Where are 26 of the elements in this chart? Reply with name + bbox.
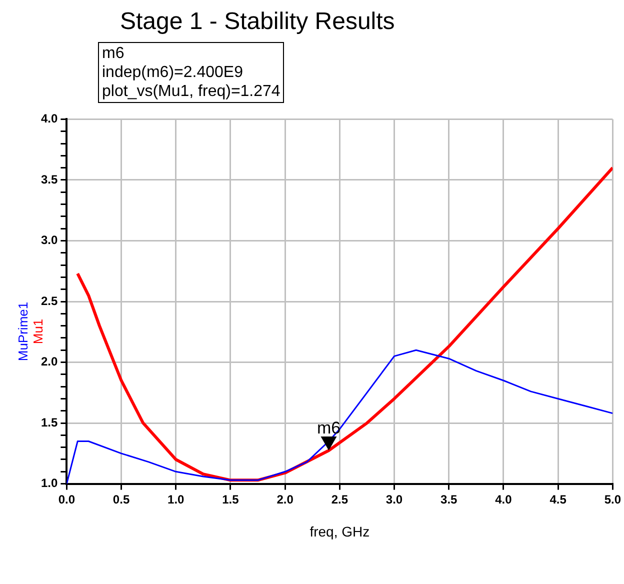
x-tick-label: 3.0 [386, 492, 403, 506]
y-tick-label: 4.0 [40, 112, 58, 126]
x-tick-label: 1.0 [168, 492, 185, 506]
x-tick-label: 4.0 [495, 492, 512, 506]
x-axis-title: freq, GHz [310, 523, 370, 540]
text: plot_vs(Mu1, freq)=1.274 [102, 82, 280, 101]
y-tick-label: 2.5 [40, 294, 58, 308]
y-tick-label: 1.0 [40, 476, 58, 490]
y-tick-label: 2.0 [40, 354, 58, 369]
x-tick-label: 0.0 [58, 492, 76, 506]
x-tick-label: 0.5 [112, 492, 130, 506]
y-tick-label: 3.0 [40, 233, 58, 248]
text: MuPrime1 [16, 302, 31, 362]
text: m6 [102, 44, 126, 63]
x-tick-label: 2.5 [331, 492, 348, 506]
x-tick-label: 2.0 [276, 492, 294, 506]
x-tick-label: 4.5 [550, 492, 567, 506]
annotation: m6 [316, 418, 341, 438]
x-tick-label: 1.5 [222, 492, 240, 506]
x-tick-label: 5.0 [604, 492, 622, 506]
y-tick-label: 1.5 [40, 415, 58, 430]
y-tick-label: 3.5 [40, 172, 58, 186]
chart-title: Stage 1 - Stability Results [120, 8, 396, 36]
text: indep(m6)=2.400E9 [102, 63, 244, 82]
text: Mu1 [30, 318, 46, 344]
x-tick-label: 3.5 [440, 492, 458, 506]
